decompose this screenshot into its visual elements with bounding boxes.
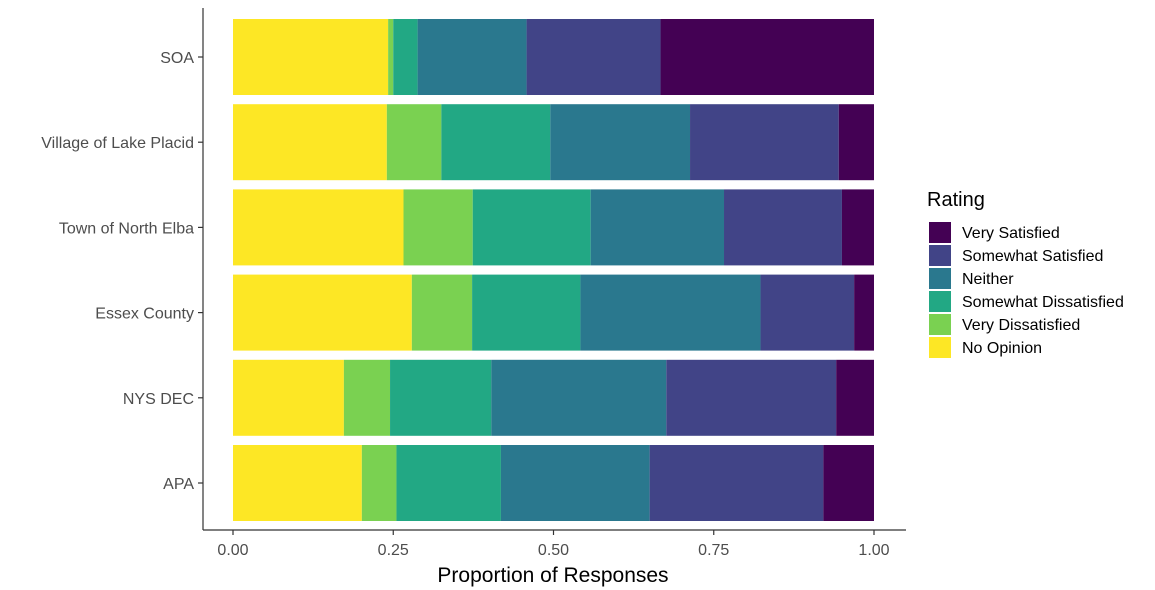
- legend-key-somewhat-dissatisfied: [929, 291, 951, 312]
- legend-title: Rating: [927, 189, 985, 211]
- bar-segment-apa-no-opinion: [233, 445, 362, 521]
- bar-segment-essex-county-no-opinion: [233, 274, 412, 351]
- x-tick-label: 0.50: [538, 542, 569, 559]
- bar-segment-village-of-lake-placid-somewhat-dissatisfied: [441, 104, 551, 181]
- bar-segment-soa-neither: [417, 19, 527, 95]
- bar-segment-village-of-lake-placid-somewhat-satisfied: [690, 104, 839, 181]
- bar-segment-village-of-lake-placid-neither: [550, 104, 691, 181]
- bar-segment-essex-county-very-dissatisfied: [411, 274, 473, 351]
- legend-label-somewhat-satisfied: Somewhat Satisfied: [962, 248, 1103, 265]
- bar-segment-essex-county-neither: [580, 274, 761, 351]
- y-tick-label: Village of Lake Placid: [41, 135, 194, 152]
- x-tick-label: 1.00: [858, 542, 889, 559]
- y-tick-label: SOA: [160, 50, 194, 67]
- bar-segment-nys-dec-very-satisfied: [836, 359, 874, 436]
- bar-segment-nys-dec-somewhat-satisfied: [666, 359, 837, 436]
- bar-segment-apa-very-satisfied: [823, 445, 874, 521]
- bar-segment-nys-dec-very-dissatisfied: [343, 359, 391, 436]
- x-tick-label: 0.25: [378, 542, 409, 559]
- x-tick-layer: 0.00 0.25 0.50 0.75 1.00: [217, 530, 890, 559]
- axes-layer: [202, 8, 906, 531]
- bar-segment-soa-somewhat-satisfied: [526, 19, 661, 95]
- bar-segment-essex-county-somewhat-satisfied: [760, 274, 855, 351]
- bar-segment-town-of-north-elba-no-opinion: [233, 189, 404, 266]
- bar-segment-nys-dec-neither: [491, 359, 667, 436]
- legend-key-very-satisfied: [929, 222, 951, 243]
- bar-segment-soa-no-opinion: [233, 19, 389, 95]
- bar-segment-nys-dec-somewhat-dissatisfied: [390, 359, 492, 436]
- bar-segment-town-of-north-elba-neither: [590, 189, 725, 266]
- legend-label-very-satisfied: Very Satisfied: [962, 225, 1060, 242]
- bar-segment-nys-dec-no-opinion: [233, 359, 344, 436]
- y-tick-label: NYS DEC: [123, 391, 194, 408]
- legend-key-somewhat-satisfied: [929, 245, 951, 266]
- y-tick-label: Town of North Elba: [59, 220, 194, 237]
- bar-segment-apa-neither: [500, 445, 650, 521]
- y-tick-layer: SOA Village of Lake Placid Town of North E…: [41, 50, 203, 493]
- legend-label-no-opinion: No Opinion: [962, 340, 1042, 357]
- bar-segment-village-of-lake-placid-very-satisfied: [838, 104, 874, 181]
- bar-segment-town-of-north-elba-somewhat-dissatisfied: [472, 189, 591, 266]
- bar-segment-town-of-north-elba-somewhat-satisfied: [724, 189, 842, 266]
- bar-segment-apa-somewhat-dissatisfied: [396, 445, 501, 521]
- bar-segment-village-of-lake-placid-no-opinion: [233, 104, 387, 181]
- bar-segment-apa-somewhat-satisfied: [649, 445, 824, 521]
- bar-segment-village-of-lake-placid-very-dissatisfied: [386, 104, 442, 181]
- x-tick-label: 0.00: [217, 542, 248, 559]
- legend: Rating Very Satisfied Somewhat Satisfied N…: [927, 189, 1124, 358]
- y-tick-label: Essex County: [95, 306, 194, 323]
- bar-segment-essex-county-somewhat-dissatisfied: [472, 274, 581, 351]
- bar-segment-town-of-north-elba-very-dissatisfied: [403, 189, 473, 266]
- bar-segment-apa-very-dissatisfied: [361, 445, 397, 521]
- bar-segment-soa-very-dissatisfied: [388, 19, 394, 95]
- bar-segment-soa-somewhat-dissatisfied: [393, 19, 418, 95]
- x-axis-title: Proportion of Responses: [437, 564, 668, 587]
- bar-segment-soa-very-satisfied: [660, 19, 874, 95]
- legend-label-somewhat-dissatisfied: Somewhat Dissatisfied: [962, 294, 1124, 311]
- bar-segment-town-of-north-elba-very-satisfied: [841, 189, 874, 266]
- legend-key-very-dissatisfied: [929, 314, 951, 335]
- legend-label-very-dissatisfied: Very Dissatisfied: [962, 317, 1080, 334]
- legend-key-no-opinion: [929, 337, 951, 358]
- legend-key-neither: [929, 268, 951, 289]
- legend-label-neither: Neither: [962, 271, 1014, 288]
- bars-layer: [233, 19, 874, 521]
- x-tick-label: 0.75: [698, 542, 729, 559]
- y-tick-label: APA: [163, 476, 194, 493]
- bar-segment-essex-county-very-satisfied: [854, 274, 874, 351]
